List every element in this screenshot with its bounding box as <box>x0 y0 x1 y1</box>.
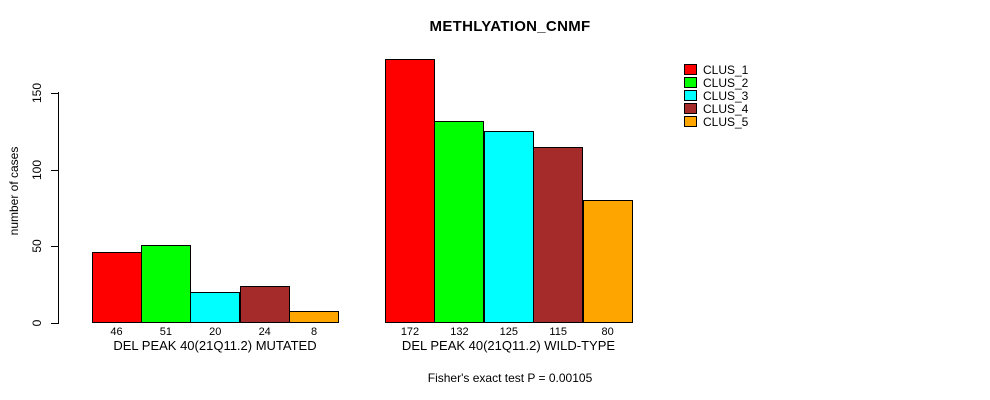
legend-row-clus_2: CLUS_2 <box>684 75 749 90</box>
legend-label: CLUS_3 <box>703 88 749 103</box>
bar-clus_2-group1 <box>140 244 191 323</box>
bar-value-label: 20 <box>209 326 222 338</box>
y-axis-line <box>58 92 59 323</box>
legend-row-clus_3: CLUS_3 <box>684 88 749 103</box>
legend-swatch-icon <box>684 103 697 114</box>
legend-swatch-icon <box>684 116 697 127</box>
chart-title: METHLYATION_CNMF <box>429 18 591 35</box>
y-tick-mark <box>51 92 59 94</box>
bar-clus_1-group2 <box>385 59 435 323</box>
bar-value-label: 172 <box>400 326 420 338</box>
bar-value-label: 8 <box>311 326 318 338</box>
x-group-label: DEL PEAK 40(21Q11.2) MUTATED <box>113 338 317 353</box>
legend-label: CLUS_2 <box>703 75 749 90</box>
legend-row-clus_1: CLUS_1 <box>684 62 749 77</box>
bar-clus_2-group2 <box>434 120 485 323</box>
bar-value-label: 80 <box>601 326 614 338</box>
y-tick-label: 50 <box>30 239 44 253</box>
bar-value-label: 125 <box>499 326 518 338</box>
bar-clus_5-group1 <box>289 310 340 323</box>
fisher-test-annotation: Fisher's exact test P = 0.00105 <box>427 371 593 385</box>
y-tick-label: 150 <box>30 82 44 103</box>
legend: CLUS_1 CLUS_2 CLUS_3 CLUS_4 CLUS_5 <box>684 62 749 129</box>
bar-value-label: 115 <box>549 326 567 338</box>
bar-value-label: 24 <box>258 326 271 338</box>
y-tick-label: 0 <box>30 319 44 327</box>
y-tick-mark <box>51 169 59 171</box>
legend-swatch-icon <box>684 90 697 101</box>
legend-row-clus_5: CLUS_5 <box>684 114 749 129</box>
bar-clus_3-group1 <box>190 292 241 323</box>
legend-label: CLUS_4 <box>703 101 749 116</box>
x-group-label: DEL PEAK 40(21Q11.2) WILD-TYPE <box>401 338 616 353</box>
legend-label: CLUS_1 <box>703 62 749 77</box>
bar-clus_5-group2 <box>582 200 633 323</box>
legend-label: CLUS_5 <box>703 114 749 129</box>
y-tick-label: 100 <box>30 159 44 180</box>
bar-clus_1-group1 <box>91 252 142 323</box>
y-axis-label: number of cases <box>7 146 21 236</box>
legend-swatch-icon <box>684 77 697 88</box>
legend-swatch-icon <box>684 64 697 75</box>
legend-row-clus_4: CLUS_4 <box>684 101 749 116</box>
bar-value-label: 46 <box>110 326 123 338</box>
y-tick-mark <box>51 246 59 248</box>
bar-value-label: 132 <box>450 326 469 338</box>
y-tick-mark <box>51 323 59 324</box>
bar-clus_4-group1 <box>239 286 290 323</box>
bar-value-label: 51 <box>159 326 173 338</box>
bar-clus_3-group2 <box>483 131 534 323</box>
bar-clus_4-group2 <box>533 146 584 323</box>
